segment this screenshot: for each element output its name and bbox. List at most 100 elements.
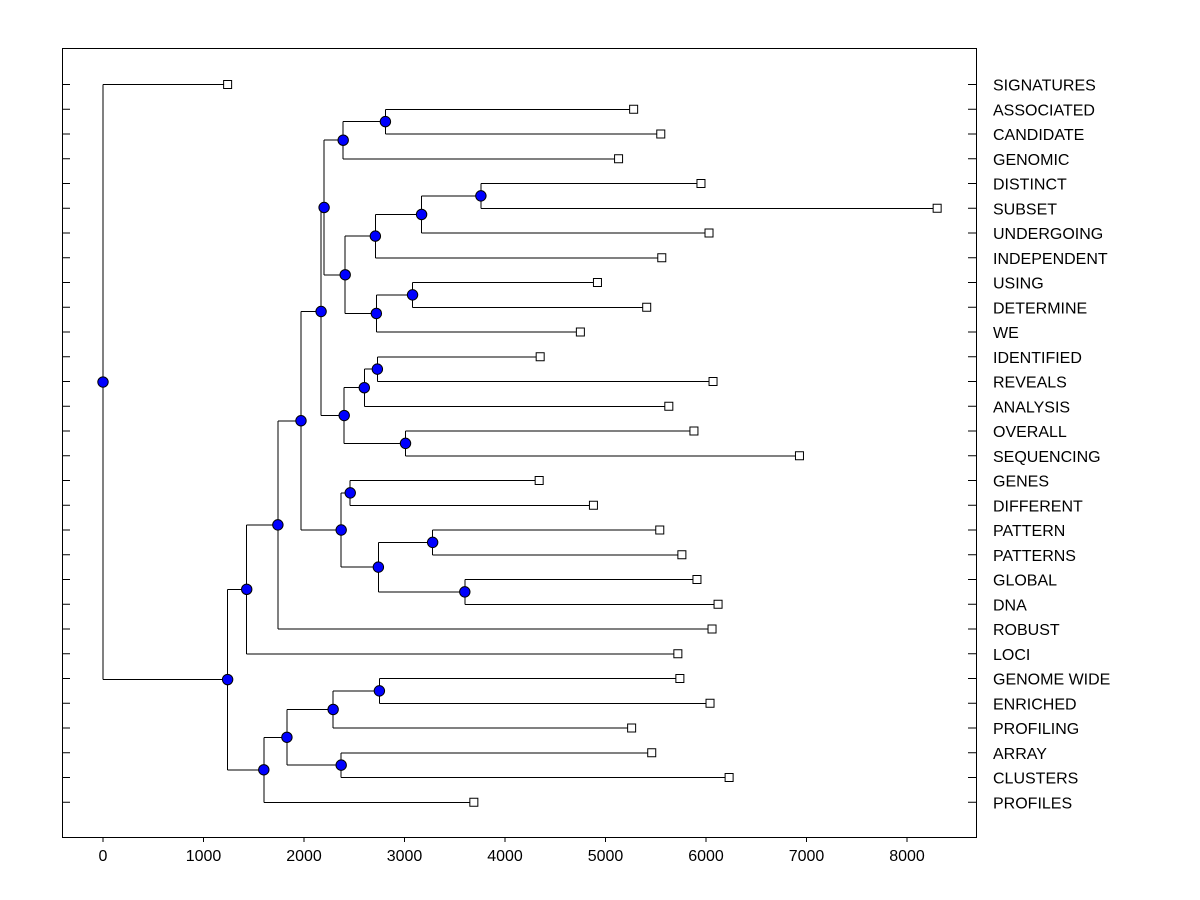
merge-node: [221, 673, 234, 686]
merge-node: [272, 519, 284, 531]
leaf-marker: [534, 476, 544, 485]
x-tick-label: 0: [99, 848, 108, 865]
merge-node: [406, 289, 419, 301]
leaf-label: USING: [993, 276, 1044, 293]
merge-node: [344, 487, 356, 499]
leaf-marker: [696, 179, 706, 188]
leaf-label: PROFILING: [993, 721, 1079, 738]
merge-node: [373, 685, 386, 697]
x-tick-label: 7000: [789, 848, 825, 865]
merge-node: [372, 561, 385, 573]
x-tick-label: 2000: [286, 848, 322, 865]
leaf-label: UNDERGOING: [993, 226, 1103, 243]
leaf-marker: [794, 451, 804, 461]
leaf-labels: SIGNATURES ASSOCIATED CANDIDATE GENOMIC DIST…: [993, 78, 1110, 813]
leaf-marker: [535, 352, 545, 362]
node-markers: [97, 115, 487, 776]
leaf-marker: [614, 154, 624, 164]
axis-ticks: [62, 84, 976, 803]
leaf-marker: [689, 426, 699, 436]
leaf-marker: [664, 401, 674, 411]
leaf-label: PROFILES: [993, 795, 1072, 812]
merge-node: [337, 134, 349, 146]
plot-frame: [62, 48, 977, 838]
leaf-label: INDEPENDENT: [993, 251, 1108, 268]
merge-node: [369, 230, 382, 242]
merge-node: [335, 759, 347, 771]
leaf-label: SUBSET: [993, 201, 1057, 218]
leaf-marker: [469, 797, 479, 807]
leaf-label: DIFFERENT: [993, 498, 1083, 515]
leaf-label: IDENTIFIED: [993, 350, 1082, 367]
leaf-marker: [704, 228, 714, 238]
merge-node: [318, 201, 330, 214]
leaf-label: GLOBAL: [993, 573, 1057, 590]
leaf-label: DNA: [993, 597, 1027, 614]
leaf-label: ANALYSIS: [993, 399, 1070, 416]
leaf-label: ASSOCIATED: [993, 102, 1095, 119]
leaf-label: ARRAY: [993, 746, 1047, 763]
merge-node: [258, 764, 270, 776]
merge-node: [415, 208, 428, 221]
merge-node: [338, 409, 350, 422]
leaf-label: GENOME WIDE: [993, 672, 1110, 689]
leaf-marker: [673, 649, 683, 659]
leaf-marker: [655, 525, 665, 535]
leaf-marker: [692, 575, 702, 584]
merge-node: [295, 415, 307, 427]
leaf-marker: [713, 599, 723, 609]
leaf-marker: [588, 500, 598, 510]
x-tick-label: 1000: [186, 848, 222, 865]
x-tick-label: 3000: [387, 848, 423, 865]
leaf-marker: [708, 377, 718, 386]
x-tick-label: 4000: [487, 848, 523, 865]
leaf-marker: [629, 104, 639, 114]
leaf-marker: [932, 203, 942, 213]
leaf-label: GENES: [993, 474, 1049, 491]
leaf-marker: [724, 773, 734, 782]
merge-node: [370, 307, 383, 320]
merge-node: [241, 583, 253, 596]
merge-node: [97, 376, 109, 388]
leaf-marker: [656, 129, 666, 139]
leaf-label: OVERALL: [993, 424, 1067, 441]
merge-node: [371, 363, 384, 375]
merge-node: [379, 115, 392, 128]
leaf-marker: [675, 674, 685, 683]
leaf-marker: [657, 253, 667, 263]
x-tick-label: 5000: [588, 848, 624, 865]
merge-node: [339, 269, 351, 281]
leaf-marker: [642, 302, 652, 312]
merge-node: [358, 381, 370, 394]
leaf-label: PATTERNS: [993, 548, 1076, 565]
leaf-marker: [677, 550, 687, 560]
leaf-markers: [223, 80, 942, 807]
merge-node: [426, 536, 439, 549]
leaf-label: CLUSTERS: [993, 771, 1078, 788]
leaf-label: DETERMINE: [993, 300, 1087, 317]
merge-node: [475, 190, 487, 202]
leaf-label: ROBUST: [993, 622, 1060, 639]
leaf-marker: [647, 748, 657, 758]
merge-node: [399, 437, 412, 450]
leaf-label: DISTINCT: [993, 177, 1067, 194]
leaf-label: ENRICHED: [993, 696, 1077, 713]
leaf-label: GENOMIC: [993, 152, 1069, 169]
leaf-label: SIGNATURES: [993, 78, 1096, 95]
merge-node: [281, 731, 293, 743]
merge-node: [459, 586, 471, 598]
x-axis: 0 1000 2000 3000 4000 5000 6000 7000 8000: [99, 837, 925, 865]
leaf-marker: [627, 723, 637, 733]
leaf-marker: [575, 327, 585, 337]
leaf-marker: [707, 624, 717, 634]
leaf-label: WE: [993, 325, 1019, 342]
leaf-label: CANDIDATE: [993, 127, 1084, 144]
leaf-label: REVEALS: [993, 375, 1067, 392]
leaf-marker: [223, 80, 233, 89]
merge-node: [315, 305, 327, 318]
leaf-marker: [705, 698, 715, 708]
merge-node: [327, 703, 339, 716]
merge-node: [335, 524, 347, 536]
leaf-label: PATTERN: [993, 523, 1065, 540]
